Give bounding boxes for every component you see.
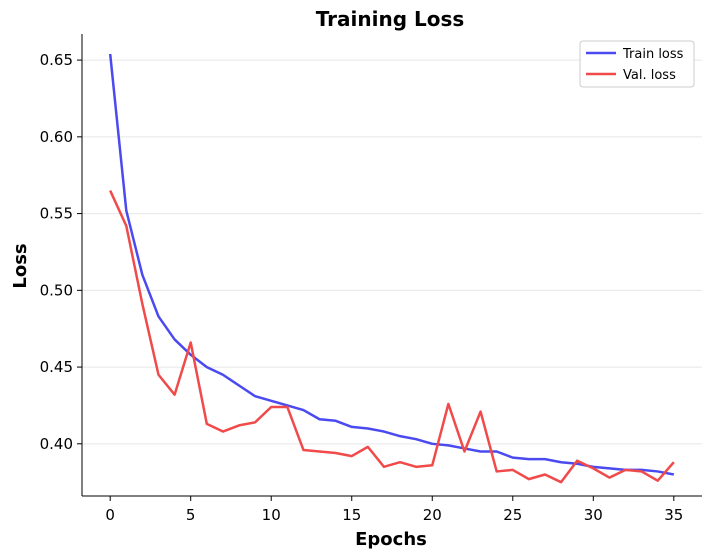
y-tick-label: 0.60: [40, 128, 73, 146]
y-axis-label: Loss: [10, 243, 31, 288]
y-tick-label: 0.45: [40, 358, 73, 376]
legend-label-train: Train loss: [622, 47, 684, 62]
series-lines: [108, 53, 675, 484]
legend: Train loss Val. loss: [579, 40, 695, 88]
series-line-train-loss: [108, 53, 675, 476]
ticks: 0.40 0.45 0.50 0.55 0.60 0.65 0 5 10 15 20 25 30 35: [40, 51, 684, 524]
y-tick-label: 0.65: [40, 51, 73, 69]
chart-title: Training Loss: [316, 7, 465, 31]
x-tick-label: 25: [503, 506, 522, 524]
x-tick-label: 15: [342, 506, 361, 524]
x-tick-label: 35: [664, 506, 683, 524]
x-tick-label: 20: [423, 506, 442, 524]
y-tick-label: 0.50: [40, 281, 73, 299]
y-tick-label: 0.40: [40, 435, 73, 453]
x-tick-label: 30: [584, 506, 603, 524]
x-axis-label: Epochs: [355, 529, 427, 550]
axes: [81, 34, 702, 497]
x-tick-label: 10: [262, 506, 281, 524]
grid-lines: [82, 59, 702, 445]
series-line-val-loss: [109, 190, 675, 484]
y-tick-label: 0.55: [40, 205, 73, 223]
x-tick-label: 0: [105, 506, 115, 524]
x-tick-label: 5: [186, 506, 196, 524]
legend-label-val: Val. loss: [623, 68, 676, 83]
